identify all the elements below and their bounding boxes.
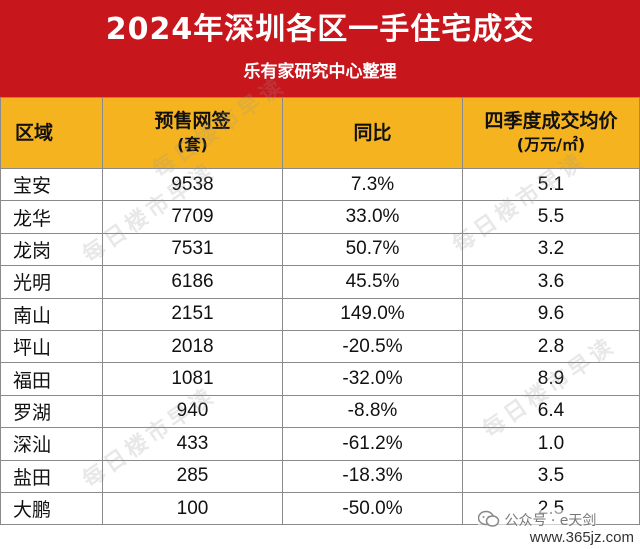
header-price: 四季度成交均价 (万元/㎡) bbox=[462, 97, 640, 169]
header-price-unit: (万元/㎡) bbox=[516, 135, 586, 154]
cell-yoy: -32.0% bbox=[282, 362, 463, 396]
cell-yoy: 149.0% bbox=[282, 297, 463, 331]
cell-district: 光明 bbox=[0, 265, 103, 299]
cell-district: 福田 bbox=[0, 362, 103, 396]
cell-presale: 2151 bbox=[102, 297, 283, 331]
header-presale-label: 预售网签 bbox=[154, 110, 231, 132]
cell-presale: 7531 bbox=[102, 232, 283, 267]
cell-district: 龙岗 bbox=[0, 232, 103, 267]
wechat-account-text: 公众号 · e天剑 bbox=[504, 513, 597, 529]
sales-table: 区域 预售网签 (套) 同比 四季度成交均价 (万元/㎡) 宝安 9538 7.3%… bbox=[0, 97, 640, 526]
cell-district: 坪山 bbox=[0, 329, 103, 364]
cell-yoy: -61.2% bbox=[282, 427, 463, 461]
cell-district: 宝安 bbox=[0, 167, 103, 202]
cell-presale: 1081 bbox=[102, 362, 283, 396]
table-row: 大鹏 100 -50.0% 2.5 bbox=[0, 491, 640, 526]
header-presale-unit: (套) bbox=[177, 135, 208, 154]
cell-yoy: -20.5% bbox=[282, 329, 463, 364]
table-row: 罗湖 940 -8.8% 6.4 bbox=[0, 394, 640, 429]
cell-district: 龙华 bbox=[0, 200, 103, 234]
cell-presale: 100 bbox=[102, 491, 283, 526]
cell-price: 2.8 bbox=[462, 329, 640, 364]
table-row: 深汕 433 -61.2% 1.0 bbox=[0, 427, 640, 461]
cell-presale: 285 bbox=[102, 459, 283, 493]
cell-yoy: -8.8% bbox=[282, 394, 463, 429]
cell-yoy: -18.3% bbox=[282, 459, 463, 493]
cell-price: 5.5 bbox=[462, 200, 640, 234]
title-banner: 2024年深圳各区一手住宅成交 乐有家研究中心整理 bbox=[0, 0, 640, 97]
cell-district: 盐田 bbox=[0, 459, 103, 493]
page-subtitle: 乐有家研究中心整理 bbox=[243, 62, 397, 82]
cell-yoy: 50.7% bbox=[282, 232, 463, 267]
cell-price: 9.6 bbox=[462, 297, 640, 331]
site-watermark: www.365jz.com bbox=[529, 529, 634, 546]
cell-presale: 433 bbox=[102, 427, 283, 461]
cell-district: 南山 bbox=[0, 297, 103, 331]
cell-presale: 9538 bbox=[102, 167, 283, 202]
cell-yoy: 7.3% bbox=[282, 167, 463, 202]
table-body: 宝安 9538 7.3% 5.1 龙华 7709 33.0% 5.5 龙岗 7531 50.7% 3.… bbox=[0, 167, 640, 526]
table-row: 龙岗 7531 50.7% 3.2 bbox=[0, 232, 640, 267]
header-presale: 预售网签 (套) bbox=[102, 97, 283, 169]
wechat-icon bbox=[477, 510, 500, 532]
cell-yoy: -50.0% bbox=[282, 491, 463, 526]
cell-presale: 7709 bbox=[102, 200, 283, 234]
table-row: 光明 6186 45.5% 3.6 bbox=[0, 265, 640, 299]
header-district: 区域 bbox=[0, 97, 103, 169]
table-row: 坪山 2018 -20.5% 2.8 bbox=[0, 329, 640, 364]
cell-price: 1.0 bbox=[462, 427, 640, 461]
header-price-label: 四季度成交均价 bbox=[484, 110, 618, 132]
cell-district: 深汕 bbox=[0, 427, 103, 461]
cell-yoy: 45.5% bbox=[282, 265, 463, 299]
cell-presale: 6186 bbox=[102, 265, 283, 299]
cell-price: 3.2 bbox=[462, 232, 640, 267]
cell-district: 罗湖 bbox=[0, 394, 103, 429]
cell-presale: 2018 bbox=[102, 329, 283, 364]
cell-presale: 940 bbox=[102, 394, 283, 429]
page-title: 2024年深圳各区一手住宅成交 bbox=[105, 12, 535, 47]
header-yoy: 同比 bbox=[282, 97, 463, 169]
table-row: 宝安 9538 7.3% 5.1 bbox=[0, 167, 640, 202]
cell-price: 3.6 bbox=[462, 265, 640, 299]
table-header: 区域 预售网签 (套) 同比 四季度成交均价 (万元/㎡) bbox=[0, 97, 640, 169]
table-row: 盐田 285 -18.3% 3.5 bbox=[0, 459, 640, 493]
table-row: 南山 2151 149.0% 9.6 bbox=[0, 297, 640, 331]
cell-price: 8.9 bbox=[462, 362, 640, 396]
table-row: 龙华 7709 33.0% 5.5 bbox=[0, 200, 640, 234]
cell-price: 6.4 bbox=[462, 394, 640, 429]
cell-district: 大鹏 bbox=[0, 491, 103, 526]
table-row: 福田 1081 -32.0% 8.9 bbox=[0, 362, 640, 396]
cell-price: 5.1 bbox=[462, 167, 640, 202]
cell-yoy: 33.0% bbox=[282, 200, 463, 234]
cell-price: 3.5 bbox=[462, 459, 640, 493]
